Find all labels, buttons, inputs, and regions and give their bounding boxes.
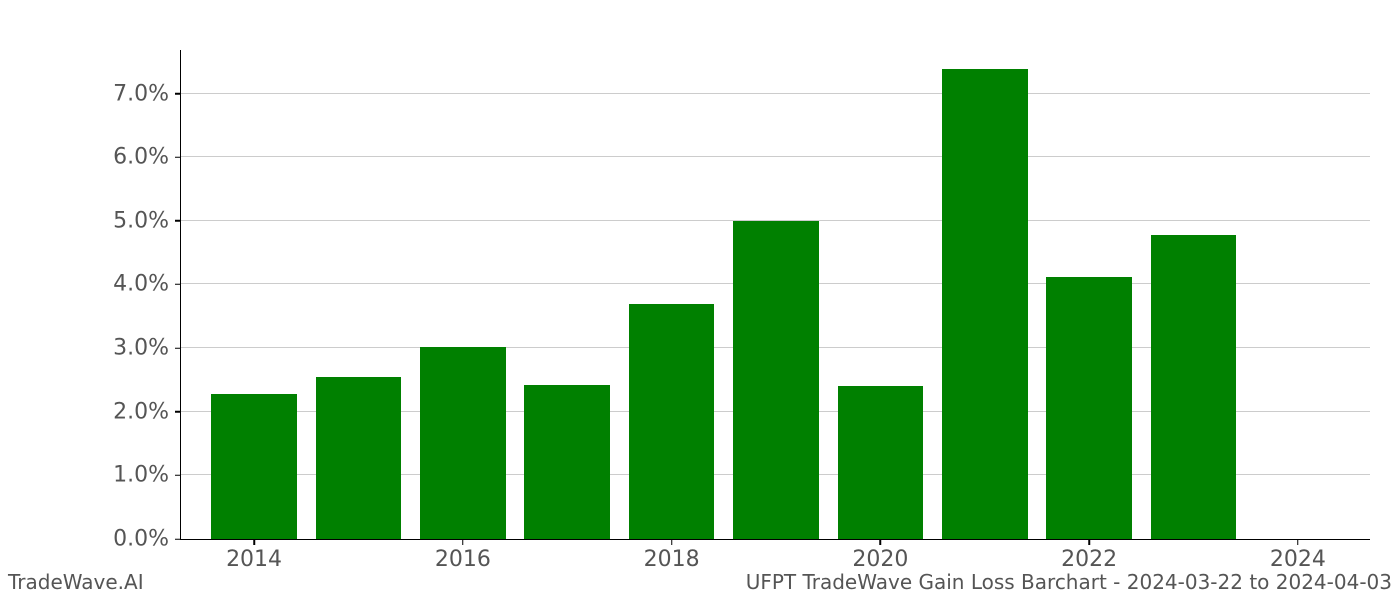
x-tick-label: 2020 (852, 539, 908, 572)
x-tick-label: 2024 (1270, 539, 1326, 572)
bar (316, 377, 402, 539)
bar (838, 386, 924, 539)
bar (942, 69, 1028, 539)
x-tick-label: 2016 (435, 539, 491, 572)
bar (629, 304, 715, 539)
x-tick-label: 2014 (226, 539, 282, 572)
x-tick-label: 2022 (1061, 539, 1117, 572)
bar-chart: 0.0%1.0%2.0%3.0%4.0%5.0%6.0%7.0%20142016… (180, 50, 1370, 540)
y-tick-label: 2.0% (113, 399, 181, 424)
y-tick-label: 0.0% (113, 527, 181, 552)
gridline (181, 93, 1370, 94)
y-tick-label: 3.0% (113, 336, 181, 361)
watermark-text: TradeWave.AI (8, 570, 144, 594)
bar (1046, 277, 1132, 539)
gridline (181, 156, 1370, 157)
y-tick-label: 1.0% (113, 463, 181, 488)
y-tick-label: 7.0% (113, 81, 181, 106)
bar (420, 347, 506, 539)
y-tick-label: 6.0% (113, 145, 181, 170)
y-tick-label: 5.0% (113, 208, 181, 233)
y-tick-label: 4.0% (113, 272, 181, 297)
bar (211, 394, 297, 539)
chart-title: UFPT TradeWave Gain Loss Barchart - 2024… (746, 570, 1392, 594)
bar (524, 385, 610, 539)
plot-area: 0.0%1.0%2.0%3.0%4.0%5.0%6.0%7.0%20142016… (180, 50, 1370, 540)
x-tick-label: 2018 (644, 539, 700, 572)
bar (1151, 235, 1237, 539)
bar (733, 221, 819, 539)
